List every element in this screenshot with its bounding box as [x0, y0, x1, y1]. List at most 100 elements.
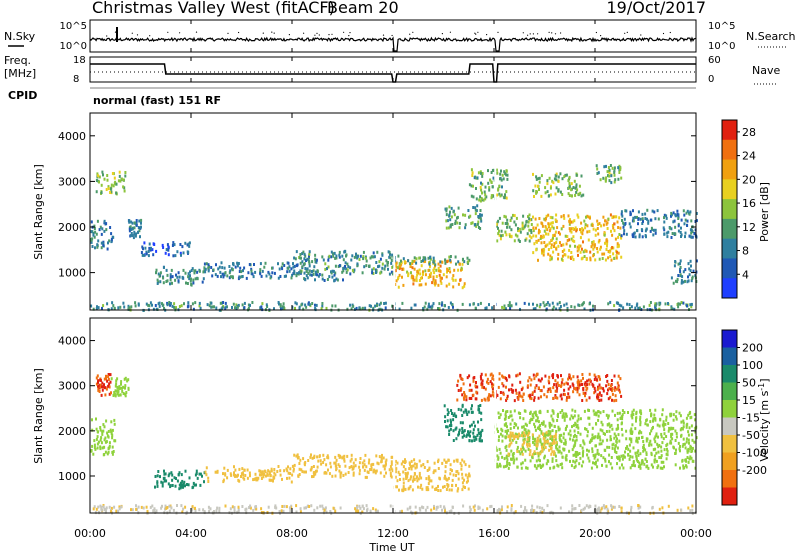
velocity-cell: [182, 507, 185, 511]
power-cell: [686, 209, 689, 213]
power-cell: [249, 303, 251, 307]
power-cell: [476, 204, 479, 208]
velocity-cell: [461, 488, 464, 492]
velocity-cell: [670, 435, 673, 439]
velocity-cell: [469, 509, 472, 513]
velocity-cell: [551, 442, 554, 445]
velocity-cell: [334, 455, 337, 459]
power-cell: [349, 303, 352, 307]
power-cell: [552, 305, 555, 309]
velocity-cell: [560, 393, 563, 397]
power-cell: [554, 218, 557, 222]
power-cell: [556, 226, 559, 230]
power-cell: [415, 279, 418, 283]
nsky-line: [89, 36, 697, 52]
velocity-cell: [481, 428, 484, 432]
power-cell: [590, 245, 593, 249]
power-cell: [567, 214, 570, 218]
ytick-label: 2000: [58, 221, 86, 234]
power-cell: [517, 227, 519, 231]
velocity-cell: [606, 507, 609, 511]
velocity-cell: [576, 423, 579, 427]
power-cell: [235, 306, 238, 310]
velocity-cell: [283, 504, 286, 508]
velocity-cell: [414, 466, 417, 470]
power-cell: [411, 274, 414, 278]
power-cell: [616, 245, 619, 249]
velocity-cell: [634, 464, 636, 468]
power-cell: [364, 306, 367, 310]
velocity-cell: [644, 457, 647, 461]
velocity-cell: [224, 472, 227, 476]
velocity-cell: [316, 506, 319, 510]
power-cell: [616, 220, 619, 224]
power-cell: [177, 279, 180, 283]
velocity-cell: [537, 458, 540, 462]
power-cell: [277, 276, 280, 280]
velocity-cell: [604, 457, 607, 461]
velocity-cell: [556, 463, 559, 467]
velocity-cell: [131, 508, 134, 512]
velocity-cell: [637, 465, 640, 469]
colorbar-tick-label: 12: [742, 221, 756, 234]
velocity-cell: [691, 508, 694, 512]
power-cell: [665, 214, 668, 218]
velocity-cell: [195, 469, 198, 473]
velocity-cell: [443, 476, 446, 480]
velocity-cell: [317, 459, 320, 463]
nsearch-label: N.Search: [746, 30, 796, 43]
velocity-cell: [639, 415, 642, 419]
power-cell: [552, 181, 555, 185]
velocity-cell: [553, 383, 556, 387]
velocity-cell: [576, 380, 579, 384]
colorbar-tick-label: 200: [742, 342, 763, 355]
power-cell: [509, 304, 512, 308]
power-cell: [330, 271, 333, 275]
velocity-cell: [474, 397, 477, 401]
velocity-cell: [597, 395, 600, 399]
velocity-cell: [533, 398, 536, 402]
velocity-cell: [168, 472, 171, 476]
velocity-cell: [622, 466, 625, 470]
power-cell: [225, 305, 228, 309]
power-cell: [152, 307, 155, 311]
velocity-cell: [329, 510, 332, 513]
power-cell: [551, 301, 554, 305]
velocity-cell: [546, 409, 549, 413]
power-cell: [594, 228, 597, 232]
velocity-cell: [501, 439, 504, 443]
power-cell: [154, 304, 157, 307]
velocity-cell: [556, 374, 559, 377]
power-cell: [608, 171, 611, 175]
velocity-cell: [290, 480, 293, 484]
power-cell: [521, 221, 524, 225]
velocity-cell: [648, 441, 651, 445]
velocity-cell: [497, 430, 499, 433]
power-cell: [369, 256, 372, 260]
velocity-cell: [97, 388, 100, 392]
velocity-cell: [96, 442, 99, 446]
velocity-cell: [343, 454, 346, 458]
power-cell: [358, 306, 361, 310]
power-panel: [90, 113, 698, 312]
power-cell: [675, 279, 677, 283]
power-cell: [402, 283, 405, 287]
power-cell: [420, 283, 423, 287]
velocity-cell: [451, 505, 454, 509]
velocity-cell: [574, 441, 577, 445]
nsearch-dot: [262, 32, 264, 34]
power-cell: [128, 307, 131, 311]
velocity-cell: [472, 428, 475, 432]
velocity-cell: [574, 433, 576, 437]
velocity-cell: [356, 507, 359, 511]
velocity-cell: [459, 373, 462, 377]
velocity-cell: [663, 465, 665, 469]
power-cell: [341, 270, 344, 274]
velocity-cell: [577, 417, 580, 421]
velocity-cell: [616, 446, 619, 450]
velocity-cell: [526, 444, 529, 448]
velocity-cell: [352, 461, 355, 465]
power-cell: [492, 168, 495, 172]
velocity-cell: [460, 464, 463, 468]
velocity-cell: [537, 420, 540, 424]
